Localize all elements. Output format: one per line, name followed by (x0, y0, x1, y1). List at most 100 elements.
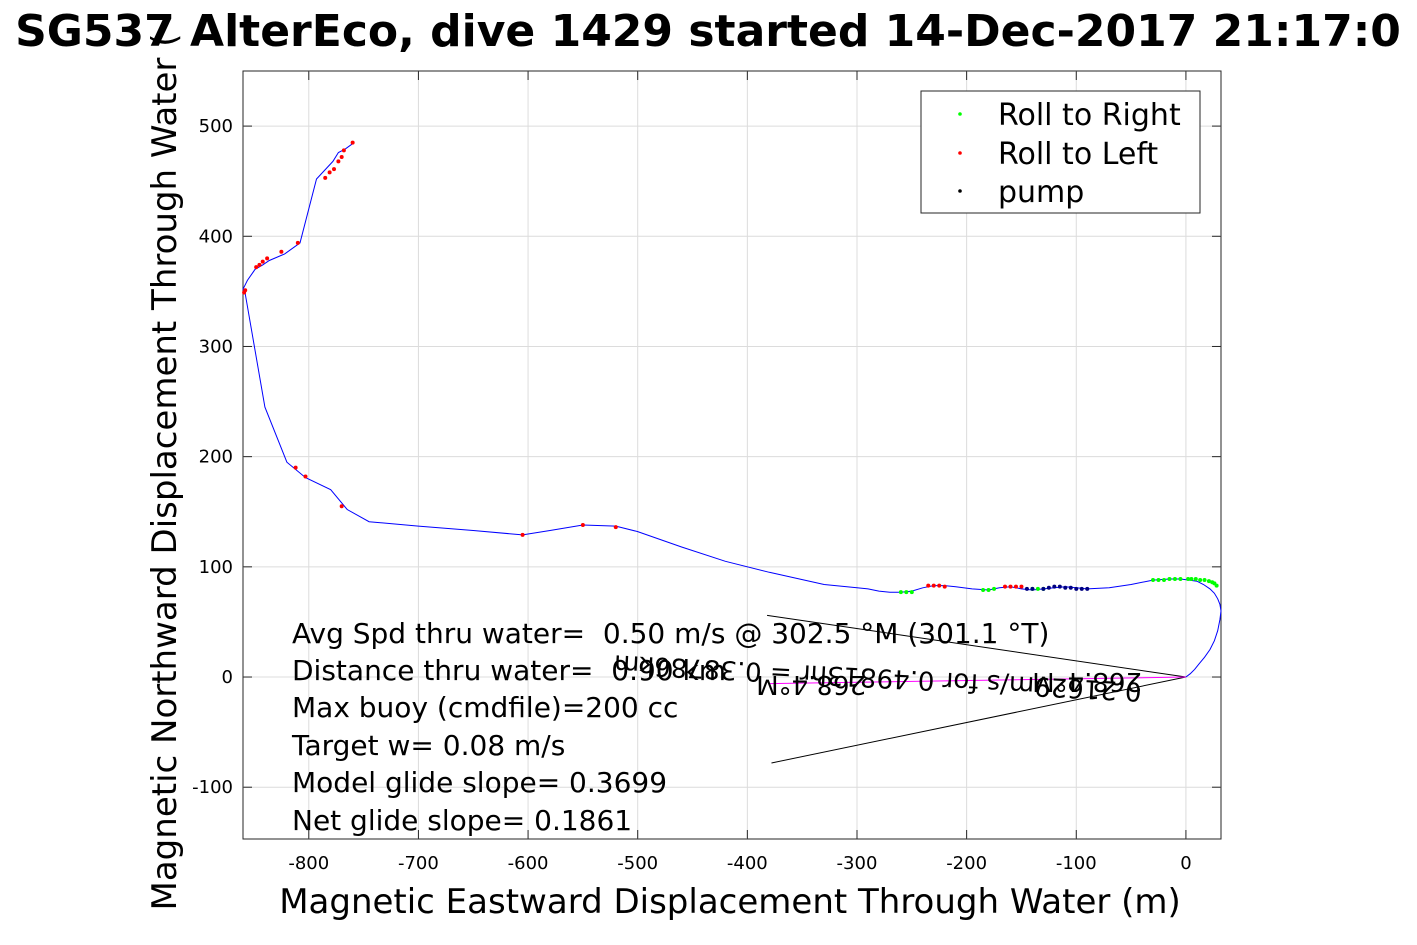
roll-right-point (1178, 576, 1183, 581)
roll-left-point (1019, 584, 1024, 589)
current-heading-label-a: 268.4°M (756, 669, 866, 699)
roll-left-point (332, 167, 337, 172)
y-tick-label: 500 (199, 116, 233, 137)
roll-right-point (1186, 576, 1191, 581)
roll-left-point (1003, 584, 1008, 589)
tick-labels: -800 -700 -600 -500 -400 -300 -200 -100 0 -100 0 10… (192, 116, 1192, 874)
roll-left-point (257, 262, 262, 267)
y-tick-label: 0 (222, 667, 233, 688)
current-vector (767, 614, 1187, 764)
roll-right-point (1167, 576, 1172, 581)
roll-left-point (350, 140, 355, 145)
roll-right-point (986, 587, 991, 592)
y-tick-label: 200 (199, 447, 233, 468)
pump-point (1074, 586, 1079, 591)
y-axis-label: Magnetic Northward Displacement Through … (145, 34, 185, 911)
pump-point (1057, 584, 1062, 589)
x-tick-label: -700 (398, 853, 439, 874)
x-tick-label: -100 (1056, 853, 1097, 874)
y-tick-label: 300 (199, 336, 233, 357)
roll-left-point (254, 265, 259, 270)
roll-right-point (1172, 576, 1177, 581)
stat-model-glide: Model glide slope= 0.3699 (292, 766, 667, 799)
roll-left-point (323, 175, 328, 180)
roll-right-point (909, 590, 914, 595)
roll-right-point (1202, 578, 1207, 583)
roll-right-point (992, 586, 997, 591)
pump-point (1024, 586, 1029, 591)
x-tick-label: -400 (727, 853, 768, 874)
track-markers (242, 140, 1219, 595)
current-vector-lower-line (771, 676, 1187, 764)
roll-right-point (898, 590, 903, 595)
roll-right-point (1210, 580, 1215, 585)
roll-left-point (339, 504, 344, 509)
stat-net-glide: Net glide slope= 0.1861 (292, 804, 632, 837)
x-tick-label: -200 (946, 853, 987, 874)
pump-point (1052, 584, 1057, 589)
legend-box (920, 90, 1201, 214)
roll-left-point (295, 240, 300, 245)
roll-right-point (1189, 576, 1194, 581)
pump-point (1041, 586, 1046, 591)
legend-marker-roll-right (958, 112, 962, 116)
roll-left-point (303, 474, 308, 479)
roll-left-point (327, 170, 332, 175)
roll-right-point (1198, 578, 1203, 583)
axis-ticks (243, 71, 1221, 839)
current-heading-label-b: 268.4°M (1032, 666, 1142, 696)
roll-left-point (260, 259, 265, 264)
current-vector-upper-line (767, 614, 1186, 678)
dive-statistics: Avg Spd thru water= 0.50 m/s @ 302.5 °M … (291, 617, 1049, 837)
x-tick-label: -500 (617, 853, 658, 874)
pump-point (1079, 586, 1084, 591)
roll-left-point (937, 583, 942, 588)
roll-left-point (1008, 584, 1013, 589)
roll-right-point (1035, 586, 1040, 591)
roll-left-point (336, 159, 341, 164)
pump-point (1030, 586, 1035, 591)
roll-left-point (341, 148, 346, 153)
x-tick-label: -600 (508, 853, 549, 874)
roll-right-point (1206, 579, 1211, 584)
current-vector-line (769, 676, 1186, 685)
roll-right-point (1193, 576, 1198, 581)
roll-right-point (1151, 578, 1156, 583)
x-tick-label: -800 (288, 853, 329, 874)
y-tick-label: -100 (192, 777, 233, 798)
y-tick-label: 400 (199, 226, 233, 247)
x-axis-label: Magnetic Eastward Displacement Through W… (279, 882, 1181, 922)
roll-left-point (293, 465, 298, 470)
x-tick-label: -300 (837, 853, 878, 874)
roll-right-point (1156, 578, 1161, 583)
roll-left-point (520, 532, 525, 537)
roll-left-point (931, 583, 936, 588)
stat-avg-speed: Avg Spd thru water= 0.50 m/s @ 302.5 °M … (292, 617, 1049, 650)
y-tick-label: 100 (199, 557, 233, 578)
roll-left-point (339, 154, 344, 159)
legend: Roll to Right Roll to Left pump (920, 90, 1201, 214)
legend-label-roll-left: Roll to Left (998, 137, 1158, 172)
x-tick-label: 0 (1180, 853, 1191, 874)
roll-left-point (265, 256, 270, 261)
roll-left-point (926, 583, 931, 588)
roll-left-point (1013, 584, 1018, 589)
roll-right-point (981, 587, 986, 592)
legend-label-pump: pump (998, 175, 1084, 210)
roll-right-point (1161, 578, 1166, 583)
roll-right-point (904, 590, 909, 595)
roll-left-point (279, 249, 284, 254)
roll-left-point (242, 290, 247, 295)
roll-left-point (613, 525, 618, 530)
stat-max-buoy: Max buoy (cmdfile)=200 cc (292, 691, 678, 724)
pump-point (1063, 585, 1068, 590)
legend-marker-pump (958, 189, 962, 193)
pump-point (1046, 585, 1051, 590)
pump-point (1085, 586, 1090, 591)
chart-title: SG537 AlterEco, dive 1429 started 14-Dec… (15, 6, 1401, 57)
pump-point (1068, 585, 1073, 590)
roll-left-point (942, 584, 947, 589)
legend-marker-roll-left (958, 151, 962, 155)
stat-target-w: Target w= 0.08 m/s (291, 729, 565, 762)
